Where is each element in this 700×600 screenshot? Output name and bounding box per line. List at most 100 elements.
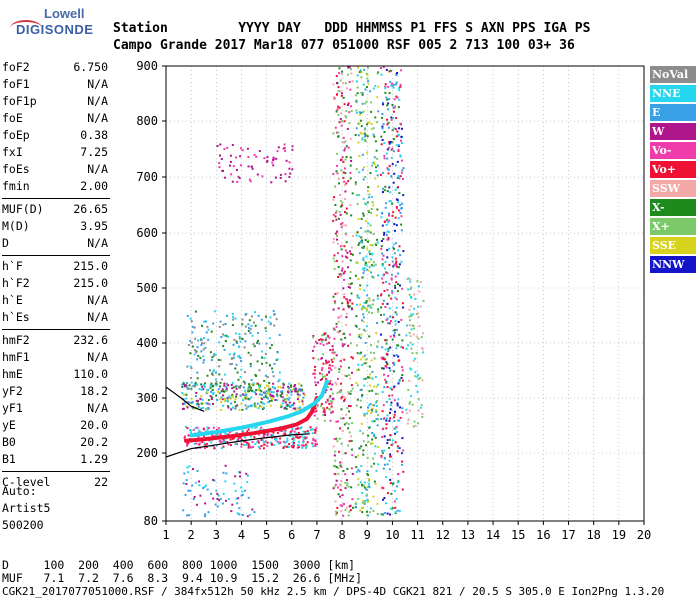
echo-point [329, 395, 332, 398]
echo-point [244, 395, 247, 398]
echo-point [349, 177, 352, 180]
echo-point [346, 127, 349, 130]
echo-point [333, 337, 336, 340]
echo-point [223, 334, 226, 337]
echo-point [233, 482, 236, 485]
echo-point [232, 343, 235, 346]
echo-point [393, 98, 396, 101]
echo-point [351, 472, 354, 475]
echo-point [186, 314, 189, 317]
echo-point [280, 429, 283, 432]
echo-point [388, 446, 390, 449]
echo-point [291, 445, 294, 448]
echo-point [249, 354, 252, 357]
echo-point [213, 353, 216, 355]
echo-point [314, 445, 317, 447]
echo-point [387, 294, 390, 297]
param-row: foEp 0.38 [2, 128, 108, 145]
echo-point [290, 388, 293, 391]
echo-point [297, 407, 299, 410]
echo-point [254, 443, 257, 446]
echo-point [234, 405, 237, 408]
echo-point [389, 315, 391, 318]
echo-point [343, 293, 346, 296]
echo-point [337, 177, 340, 180]
echo-point [354, 181, 357, 184]
echo-point [386, 302, 389, 305]
echo-point [394, 320, 397, 323]
echo-point [383, 189, 386, 192]
echo-point [187, 489, 190, 492]
echo-point [383, 386, 386, 389]
echo-point [212, 426, 215, 429]
echo-point [288, 405, 291, 408]
echo-point [349, 299, 352, 302]
echo-point [193, 407, 196, 410]
echo-point [355, 111, 358, 114]
echo-point [349, 277, 352, 280]
echo-point [260, 405, 262, 408]
echo-point [196, 383, 199, 386]
echo-point [363, 289, 366, 292]
echo-point [194, 337, 197, 340]
echo-point [301, 446, 304, 449]
echo-point [188, 514, 191, 517]
x-tick-label: 16 [536, 528, 550, 542]
echo-point [247, 446, 250, 449]
echo-point [375, 149, 378, 152]
echo-point [227, 398, 230, 401]
echo-point [350, 435, 353, 438]
legend-entry: SSE [650, 237, 696, 254]
echo-point [227, 384, 229, 387]
echo-point [360, 351, 363, 354]
echo-point [388, 322, 391, 325]
echo-point [267, 401, 270, 404]
echo-point [348, 505, 351, 508]
echo-point [354, 456, 357, 459]
echo-point [358, 470, 361, 473]
echo-point [387, 172, 390, 175]
echo-point [369, 373, 371, 376]
x-tick-label: 4 [238, 528, 245, 542]
echo-point [244, 489, 247, 492]
echo-point [355, 168, 358, 171]
echo-point [392, 246, 395, 249]
echo-point [348, 417, 351, 420]
echo-point [364, 354, 366, 357]
echo-point [302, 430, 305, 433]
echo-point [332, 295, 335, 298]
echo-point [385, 366, 388, 369]
echo-point [379, 173, 382, 176]
echo-point [376, 157, 379, 160]
echo-point [231, 180, 234, 183]
echo-point [206, 402, 209, 405]
echo-point [345, 182, 348, 185]
echo-point [298, 407, 301, 410]
echo-point [395, 264, 398, 267]
echo-point [216, 492, 219, 495]
echo-point [239, 357, 242, 360]
echo-point [373, 462, 376, 465]
echo-point [238, 335, 241, 338]
echo-point [206, 488, 209, 491]
echo-point [366, 486, 369, 489]
echo-point [395, 354, 398, 357]
echo-point [216, 145, 219, 147]
echo-point [361, 246, 364, 249]
echo-point [257, 389, 260, 392]
echo-point [196, 346, 199, 349]
echo-point [344, 184, 347, 187]
echo-point [377, 418, 380, 421]
echo-point [192, 407, 195, 410]
x-tick-label: 5 [263, 528, 270, 542]
echo-point [231, 313, 234, 315]
echo-point [321, 334, 324, 337]
echo-point [235, 393, 238, 396]
echo-point [272, 375, 275, 378]
echo-point [282, 399, 285, 402]
echo-point [258, 386, 261, 389]
echo-point [192, 468, 194, 470]
echo-point [347, 266, 349, 269]
echo-point [362, 110, 365, 113]
echo-point [286, 394, 289, 397]
